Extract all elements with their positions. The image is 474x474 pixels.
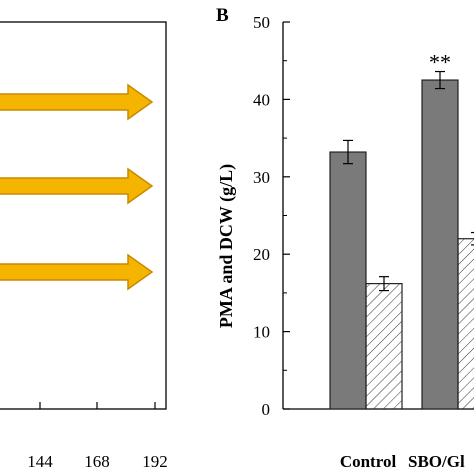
panel-a-frame xyxy=(0,21,167,410)
bar-series-1-control xyxy=(329,151,367,410)
y-tick-label: 30 xyxy=(253,168,270,187)
panel-a-arrows xyxy=(0,83,154,291)
timeline-arrow xyxy=(0,167,154,205)
timeline-arrow xyxy=(0,253,154,291)
x-tick-label: 192 xyxy=(142,452,168,471)
y-axis-ticks: 0 10 20 30 40 50 xyxy=(253,13,290,419)
category-label: Control xyxy=(340,452,397,471)
timeline-arrow xyxy=(0,83,154,121)
panel-a-timeline: 144 168 192 xyxy=(0,21,168,471)
category-label: SBO/Gl xyxy=(408,452,465,471)
x-tick-label: 144 xyxy=(27,452,53,471)
bar-series-2-control xyxy=(365,283,403,410)
panel-b-label: B xyxy=(216,5,229,26)
significance-marker: ** xyxy=(429,50,451,75)
y-tick-label: 0 xyxy=(262,400,271,419)
y-tick-label: 10 xyxy=(253,323,270,342)
panel-a-x-ticks: 144 168 192 xyxy=(27,402,168,471)
y-tick-label: 50 xyxy=(253,13,270,32)
bar-series-1-sbo-gl xyxy=(421,79,459,410)
y-tick-label: 40 xyxy=(253,90,270,109)
bar-series-2-sbo-gl xyxy=(457,238,474,410)
y-tick-label: 20 xyxy=(253,245,270,264)
y-axis-label: PMA and DCW (g/L) xyxy=(216,164,237,328)
x-tick-label: 168 xyxy=(84,452,110,471)
bars: ** xyxy=(329,50,474,410)
panel-b-bar-chart: B PMA and DCW (g/L) 0 10 20 30 40 50 ** Contr… xyxy=(216,5,474,471)
